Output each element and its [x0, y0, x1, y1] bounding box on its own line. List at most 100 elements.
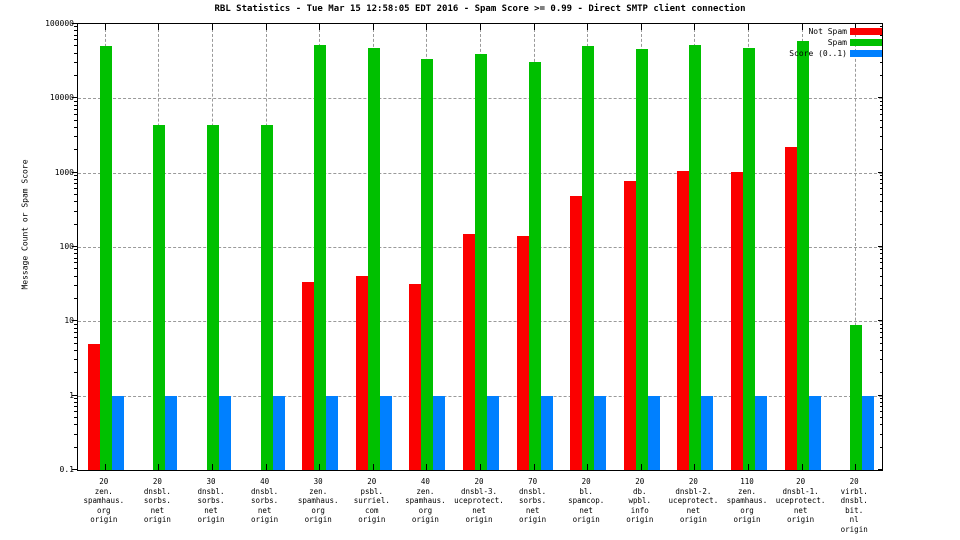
x-axis-label-line: 20 [99, 477, 109, 486]
chart-legend: Not Spam Spam Score (0..1) [789, 26, 882, 59]
y-minor-tick [880, 108, 883, 110]
x-axis-label-line: sorbs. [143, 496, 171, 505]
x-axis-label-line: dnsbl. [840, 496, 868, 505]
x-tick-mark [480, 24, 481, 30]
x-axis-label-line: db. [633, 486, 647, 496]
y-axis-title: Message Count or Spam Score [20, 159, 30, 290]
y-minor-tick [880, 223, 883, 225]
bar-not-spam [302, 281, 315, 470]
y-minor-tick [74, 61, 77, 63]
x-axis-label-line: zen. [94, 486, 113, 496]
x-axis-label-line: 40 [420, 477, 430, 486]
x-axis-label-line: dnsbl. [143, 486, 171, 496]
x-axis-label: 30 zen. spamhaus. org origin [280, 477, 356, 525]
x-tick-mark [104, 24, 106, 30]
x-axis-label-line: origin [572, 515, 600, 524]
y-tick-label: 10 [64, 316, 74, 326]
y-minor-tick [74, 284, 77, 286]
bar-spam [689, 44, 702, 470]
y-minor-tick [880, 433, 883, 435]
x-tick-mark [372, 24, 374, 30]
y-minor-tick [74, 126, 77, 128]
x-axis-label-line: net [257, 505, 272, 515]
y-minor-tick [74, 178, 77, 180]
x-axis-label-line: 30 [206, 477, 216, 486]
y-minor-tick [880, 178, 883, 180]
x-tick-mark [158, 24, 160, 30]
y-minor-tick [880, 398, 883, 400]
x-axis-label: 20 dnsbl-3. uceprotect. net origin [441, 477, 517, 525]
x-axis-label: 20 dnsbl-2. uceprotect. net origin [655, 477, 731, 525]
x-axis-label-line: org [418, 505, 433, 515]
x-axis-label-line: virbl. [840, 486, 868, 496]
y-minor-tick [74, 268, 77, 270]
bar-score [379, 395, 392, 470]
y-tick-label: 1 [69, 390, 74, 400]
y-minor-tick [880, 136, 883, 138]
y-minor-tick [880, 194, 883, 196]
legend-swatch [850, 39, 882, 46]
y-minor-tick [74, 74, 77, 76]
y-minor-tick [74, 39, 77, 41]
y-tick-mark [72, 171, 77, 173]
y-minor-tick [74, 188, 77, 190]
y-minor-tick [880, 262, 883, 264]
x-axis-label-line: origin [787, 515, 815, 524]
x-axis-label-line: 20 [796, 477, 806, 486]
y-minor-tick [74, 336, 77, 338]
y-minor-tick [74, 194, 77, 196]
x-tick-mark [640, 464, 642, 470]
y-tick-label: 1000 [54, 167, 74, 177]
x-axis-label-line: spamhaus. [726, 496, 768, 505]
x-tick-mark [426, 464, 428, 470]
x-axis-label-line: bl. [579, 486, 593, 496]
chart-title: RBL Statistics - Tue Mar 15 12:58:05 EDT… [214, 4, 746, 14]
bar-score [326, 395, 339, 470]
y-minor-tick [74, 372, 77, 374]
y-minor-tick [74, 323, 77, 325]
bar-group [87, 24, 124, 470]
y-minor-tick [880, 372, 883, 374]
legend-item: Spam [789, 37, 882, 48]
x-axis-label-line: 20 [581, 477, 591, 486]
x-axis-label-line: net [472, 505, 486, 515]
y-minor-tick [74, 249, 77, 251]
x-axis-label-line: org [97, 505, 111, 515]
y-minor-tick [880, 327, 883, 329]
legend-label: Not Spam [808, 27, 847, 36]
x-axis-label-line: origin [519, 515, 547, 524]
y-minor-tick [880, 61, 883, 63]
x-axis-label: 20 bl. spamcop. net origin [548, 477, 624, 525]
x-axis-label-line: zen. [309, 486, 328, 496]
bar-score [433, 395, 446, 470]
y-minor-tick [74, 342, 77, 344]
x-axis-label-line: wpbl. [628, 496, 652, 505]
x-axis-label-line: 30 [313, 477, 323, 486]
x-axis-label-line: 20 [849, 477, 859, 486]
x-axis-label-line: spamhaus. [83, 496, 125, 505]
y-minor-tick [880, 210, 883, 212]
y-tick-label: 100000 [45, 19, 74, 28]
y-minor-tick [880, 349, 883, 351]
bar-not-spam [463, 233, 475, 470]
y-minor-tick [880, 113, 883, 115]
y-minor-tick [74, 30, 77, 32]
bar-spam [582, 46, 595, 470]
x-axis-label-line: 110 [740, 477, 754, 486]
bar-group [623, 24, 660, 470]
x-tick-mark [372, 464, 374, 470]
bar-score [862, 395, 875, 470]
bar-spam [207, 124, 219, 470]
y-minor-tick [880, 336, 883, 338]
bar-group [784, 24, 821, 470]
y-minor-tick [74, 446, 77, 448]
bar-score [219, 395, 231, 470]
y-minor-tick [74, 119, 77, 121]
x-axis-label-line: origin [626, 515, 654, 524]
bar-not-spam [784, 147, 797, 470]
x-axis-label: 70 dnsbl. sorbs. net origin [495, 477, 571, 525]
y-minor-tick [880, 411, 883, 413]
y-tick-label: 0.1 [59, 465, 74, 474]
bar-spam [314, 45, 327, 470]
